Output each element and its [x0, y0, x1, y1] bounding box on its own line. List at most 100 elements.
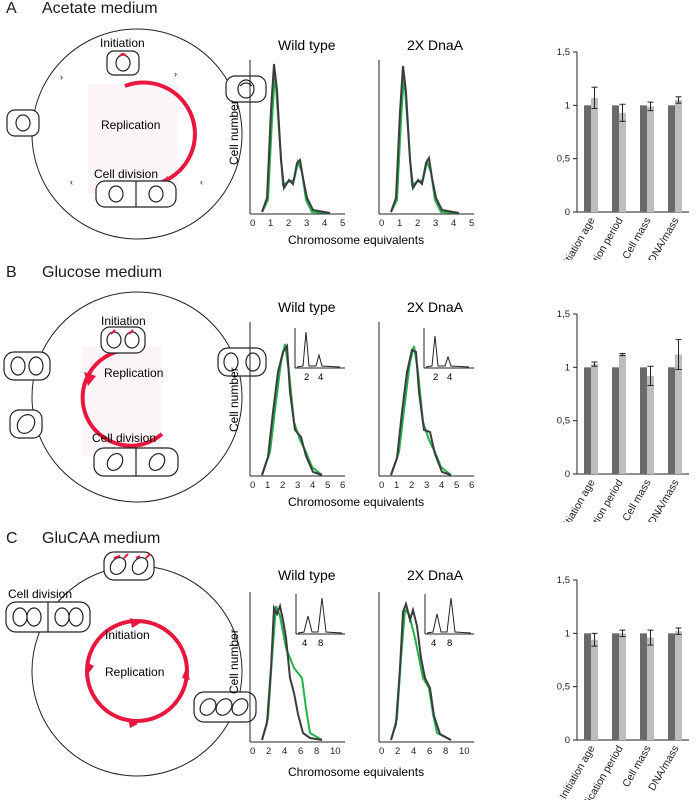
cell-left-top [3, 351, 51, 381]
x-axis-label: Chromosome equivalents [288, 495, 424, 509]
cell-bottom [93, 447, 179, 477]
cell-left [5, 601, 91, 633]
x-tick: 2 [266, 746, 271, 757]
histogram-title: Wild type [278, 299, 336, 315]
bar [647, 637, 654, 740]
inset-tick: 8 [447, 638, 452, 649]
replication-arrowhead [86, 662, 94, 674]
cell-right [225, 75, 267, 103]
x-tick: 4 [310, 480, 315, 491]
bar [640, 633, 647, 740]
panel-c-figure: Initiation Replication Cell division Wil… [5, 551, 474, 779]
replication-arrowhead [182, 668, 190, 680]
histogram-title: Wild type [278, 567, 336, 583]
replication-arrowhead [128, 718, 138, 728]
y-axis-label: Cell number [227, 100, 241, 165]
x-tick: 0 [379, 480, 384, 491]
y-tick-label: 1 [565, 100, 570, 111]
y-tick-label: 0 [565, 735, 570, 746]
data-line [390, 348, 452, 476]
histogram-title: 2X DnaA [407, 299, 464, 315]
inset-plot [295, 328, 345, 372]
x-tick: 4 [322, 218, 327, 229]
x-tick: 0 [379, 218, 384, 229]
bar [584, 367, 591, 474]
cell-left [6, 109, 40, 137]
panel-b: B Glucose medium Initiation Replication … [0, 262, 697, 522]
cell-cycle-diagram: Initiation Replication Cell division [5, 551, 257, 777]
x-tick: 4 [439, 480, 444, 491]
x-axis-label: Chromosome equivalents [288, 233, 424, 247]
histogram-wild-type: Wild type Cell number 4 8 0 2 4 6 8 10 [227, 567, 345, 757]
inset-tick: 4 [318, 372, 323, 383]
inset-plot [424, 328, 474, 372]
x-tick: 6 [340, 480, 345, 491]
x-tick: 6 [427, 746, 432, 757]
x-tick: 0 [379, 746, 384, 757]
initiation-label: Initiation [105, 628, 150, 642]
x-tick: 3 [433, 218, 438, 229]
inset-tick: 4 [431, 638, 436, 649]
histogram-title: 2X DnaA [407, 37, 464, 53]
x-tick: 4 [282, 746, 287, 757]
category-label: Initiation age [557, 215, 597, 260]
x-tick: 5 [454, 480, 459, 491]
y-tick-label: 0,5 [557, 682, 570, 693]
x-tick: 5 [340, 218, 345, 229]
x-tick: 3 [295, 480, 300, 491]
cell-division-label: Cell division [94, 167, 158, 181]
x-tick: 5 [469, 218, 474, 229]
x-tick: 6 [298, 746, 303, 757]
cell-division-label: Cell division [8, 587, 72, 601]
x-tick: 10 [459, 746, 470, 757]
cell-top [106, 50, 140, 76]
bar [591, 97, 598, 212]
bar [612, 367, 619, 474]
initiation-label: Initiation [100, 36, 145, 50]
y-axis-label: Cell number [227, 367, 241, 432]
inset-tick: 2 [304, 372, 309, 383]
y-tick-label: 1,5 [557, 575, 570, 586]
panel-title: GluCAA medium [42, 530, 161, 547]
cycle-shading [88, 84, 178, 194]
data-line [390, 600, 452, 741]
cell-right [193, 691, 257, 723]
data-line [261, 602, 323, 741]
inset-tick: 2 [433, 372, 438, 383]
cell-top [103, 551, 155, 581]
panel-letter: C [6, 530, 18, 547]
cell-top [100, 326, 146, 354]
bar [612, 633, 619, 740]
cell-right [217, 347, 267, 377]
y-tick-label: 1 [565, 628, 570, 639]
panel-a-figure: Initiation Replication Cell division › ‹… [6, 28, 474, 247]
bar [668, 367, 675, 474]
initiation-label: Initiation [101, 314, 146, 328]
x-tick: 1 [265, 480, 270, 491]
cycle-direction-icon: › [174, 69, 177, 79]
replication-label: Replication [104, 366, 163, 380]
histogram-wild-type: Wild type Cell number 2 4 0 1 2 3 4 5 6 [227, 299, 345, 491]
bar [675, 631, 682, 740]
bar [619, 112, 626, 212]
y-tick-label: 1,5 [557, 309, 570, 320]
replication-arrow [124, 80, 197, 184]
x-tick: 5 [325, 480, 330, 491]
y-tick-label: 1,5 [557, 47, 570, 58]
inset-tick: 4 [447, 372, 452, 383]
cell-division-label: Cell division [92, 431, 156, 445]
bar [675, 354, 682, 474]
bar [640, 105, 647, 212]
data-line [261, 342, 323, 476]
histogram-2x-dnaa: 2X DnaA 4 8 0 2 4 6 8 10 Chromosome equi… [288, 567, 474, 779]
bar [668, 105, 675, 212]
x-axis-label: Chromosome equivalents [288, 765, 424, 779]
inset-tick: 8 [318, 638, 323, 649]
cycle-direction-icon: ‹ [70, 177, 73, 187]
histogram-wild-type: Wild type Cell number 0 1 2 3 4 5 [227, 37, 345, 229]
y-axis-label: Cell number [227, 629, 241, 694]
x-tick: 2 [280, 480, 285, 491]
x-tick: 10 [330, 746, 341, 757]
